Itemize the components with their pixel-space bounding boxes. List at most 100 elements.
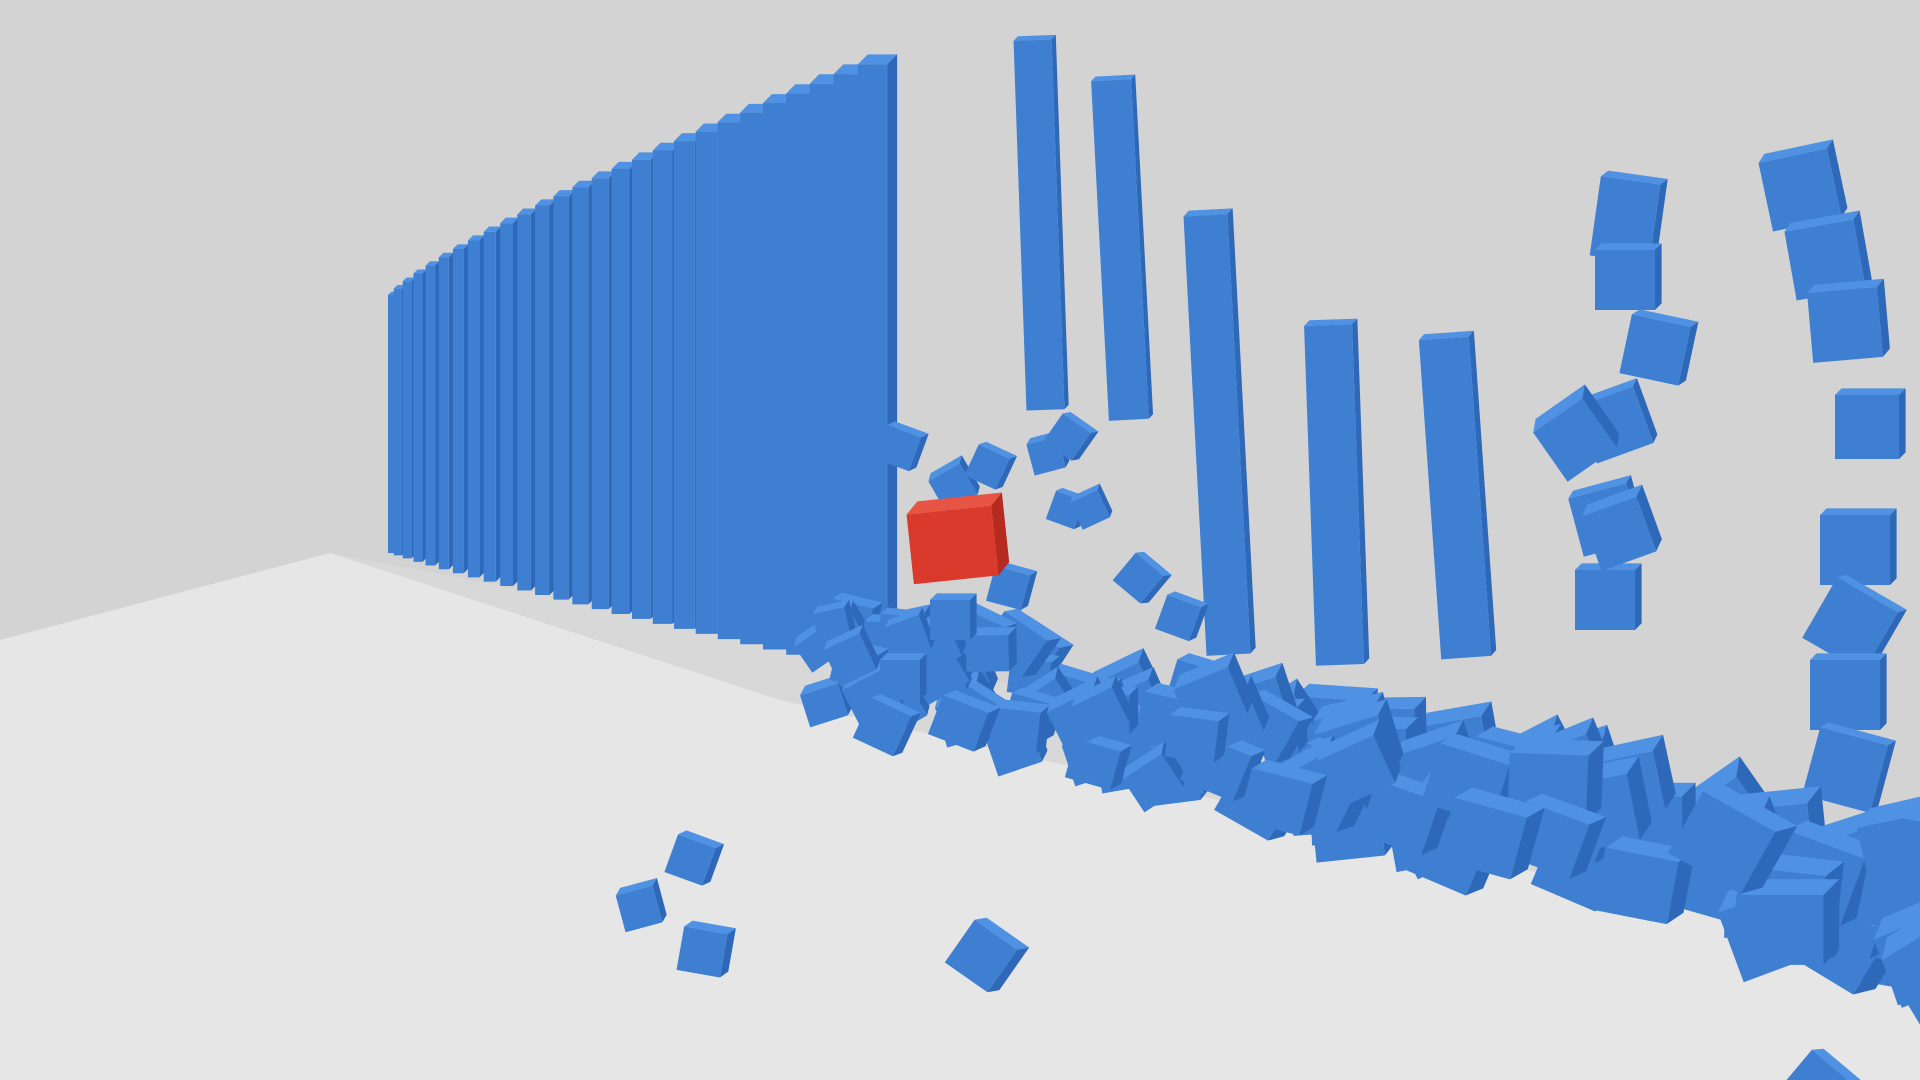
impact-cube-top: [887, 421, 929, 438]
standing-column-top: [1820, 722, 1896, 746]
rubble-cube-top: [1881, 892, 1920, 961]
wall-pillar-side: [495, 226, 502, 582]
standing-column-side: [1635, 563, 1642, 630]
impact-cube-top: [1070, 483, 1100, 503]
wall-pillar: [467, 235, 485, 578]
flying-cube-side: [1582, 384, 1620, 448]
rubble-cube-top: [1317, 719, 1380, 761]
standing-column-side: [1468, 330, 1497, 656]
impact-cube-front: [880, 660, 920, 700]
rubble-cube-front: [1437, 797, 1527, 880]
wall-pillar: [452, 244, 469, 574]
rubble-cube: [1741, 879, 1840, 966]
wall-pillar-top: [413, 269, 427, 274]
rubble-cube-side: [1109, 745, 1132, 790]
standing-column-top: [1837, 574, 1907, 613]
wall-pillar-top: [452, 244, 469, 250]
impact-cube: [874, 421, 929, 472]
impact-cube: [964, 441, 1018, 490]
standing-column-front: [1807, 287, 1883, 363]
rubble-cube-top: [1173, 652, 1234, 690]
wall-pillar-front: [500, 223, 514, 587]
rubble-cube-side: [1585, 741, 1604, 823]
wall-pillar-front: [452, 249, 464, 574]
impact-cube-side: [908, 433, 929, 472]
flying-cube: [1533, 384, 1620, 482]
standing-column-side: [1899, 388, 1906, 459]
rubble-cube-side: [1213, 713, 1230, 763]
flying-cube-side: [701, 844, 725, 886]
rubble-cube-side: [1227, 652, 1254, 714]
standing-column-front: [1091, 79, 1149, 421]
rubble-cube-top: [1250, 689, 1314, 722]
rubble-cube-front: [1358, 780, 1440, 856]
flying-cube-top: [974, 917, 1030, 950]
flying-cube: [852, 694, 921, 757]
wall-pillar-front: [809, 83, 837, 661]
rubble-cube-front: [1668, 791, 1776, 894]
rubble-cube-top: [832, 592, 883, 609]
flying-cube: [944, 917, 1030, 993]
standing-column-side: [1227, 208, 1256, 654]
rubble-cube-side: [1378, 699, 1404, 770]
standing-column-top: [1418, 330, 1474, 341]
impact-cube-side: [1020, 571, 1038, 611]
rubble-cube-top: [1394, 720, 1464, 757]
rubble-cube-front: [988, 707, 1041, 754]
impact-cube-top: [884, 607, 923, 628]
impact-cube-top: [880, 653, 927, 660]
rubble-cube: [966, 626, 1017, 672]
wall-pillar-side: [448, 252, 454, 570]
standing-column-side: [1655, 243, 1662, 310]
standing-column-top: [1013, 34, 1056, 41]
rubble-cube: [1317, 719, 1401, 809]
standing-column-top: [1183, 208, 1233, 217]
rubble-cube-top: [1071, 675, 1116, 707]
wall-pillar-front: [611, 169, 630, 614]
standing-column-side: [1632, 378, 1658, 443]
impact-cube-side: [1071, 431, 1099, 461]
wall-pillar-side: [435, 261, 440, 566]
impact-cube: [930, 593, 977, 640]
wall-pillar-front: [740, 112, 764, 645]
rubble-cube-top: [1856, 788, 1920, 829]
wall-pillar: [402, 277, 416, 559]
flying-cube-side: [1636, 484, 1662, 552]
flying-cube-top: [1811, 1048, 1862, 1080]
impact-cube-front: [823, 633, 877, 687]
impact-cube-side: [920, 653, 927, 700]
standing-column-side: [1678, 321, 1699, 386]
impact-cube: [1154, 591, 1209, 642]
standing-column: [1758, 139, 1848, 232]
impact-cube-top: [823, 624, 863, 651]
impact-cube-top: [1062, 411, 1099, 433]
rubble-cube: [1891, 805, 1920, 905]
wall-pillar-front: [857, 64, 888, 671]
wall-pillar-top: [535, 199, 556, 206]
rubble-cube-top: [1741, 879, 1840, 896]
impact-cube-front: [964, 444, 1010, 490]
standing-column-top: [1820, 508, 1897, 515]
wall-pillar: [517, 208, 537, 591]
rubble-cube: [1437, 787, 1545, 880]
wall-pillar-top: [438, 252, 454, 258]
wall-pillar-front: [483, 231, 496, 582]
rubble-cube-top: [942, 690, 1001, 713]
standing-column: [1091, 74, 1154, 421]
rubble-cube: [1238, 759, 1328, 836]
flying-cube-front: [944, 919, 1018, 993]
standing-column-side: [1876, 278, 1890, 357]
impact-cube-top: [978, 441, 1018, 459]
rubble-cube-top: [1873, 884, 1920, 940]
wall-pillar: [413, 269, 427, 562]
projectile-cube-front: [906, 505, 999, 585]
rubble-cube: [1164, 706, 1230, 763]
impact-cube-top: [930, 593, 977, 600]
wall-pillar-top: [467, 235, 485, 241]
wall-pillar-front: [591, 178, 609, 610]
wall-pillar-top: [572, 180, 596, 188]
rubble-cube-side: [1740, 825, 1798, 894]
standing-column-top: [1784, 210, 1860, 232]
standing-column: [1784, 210, 1872, 301]
standing-column: [1802, 722, 1896, 813]
